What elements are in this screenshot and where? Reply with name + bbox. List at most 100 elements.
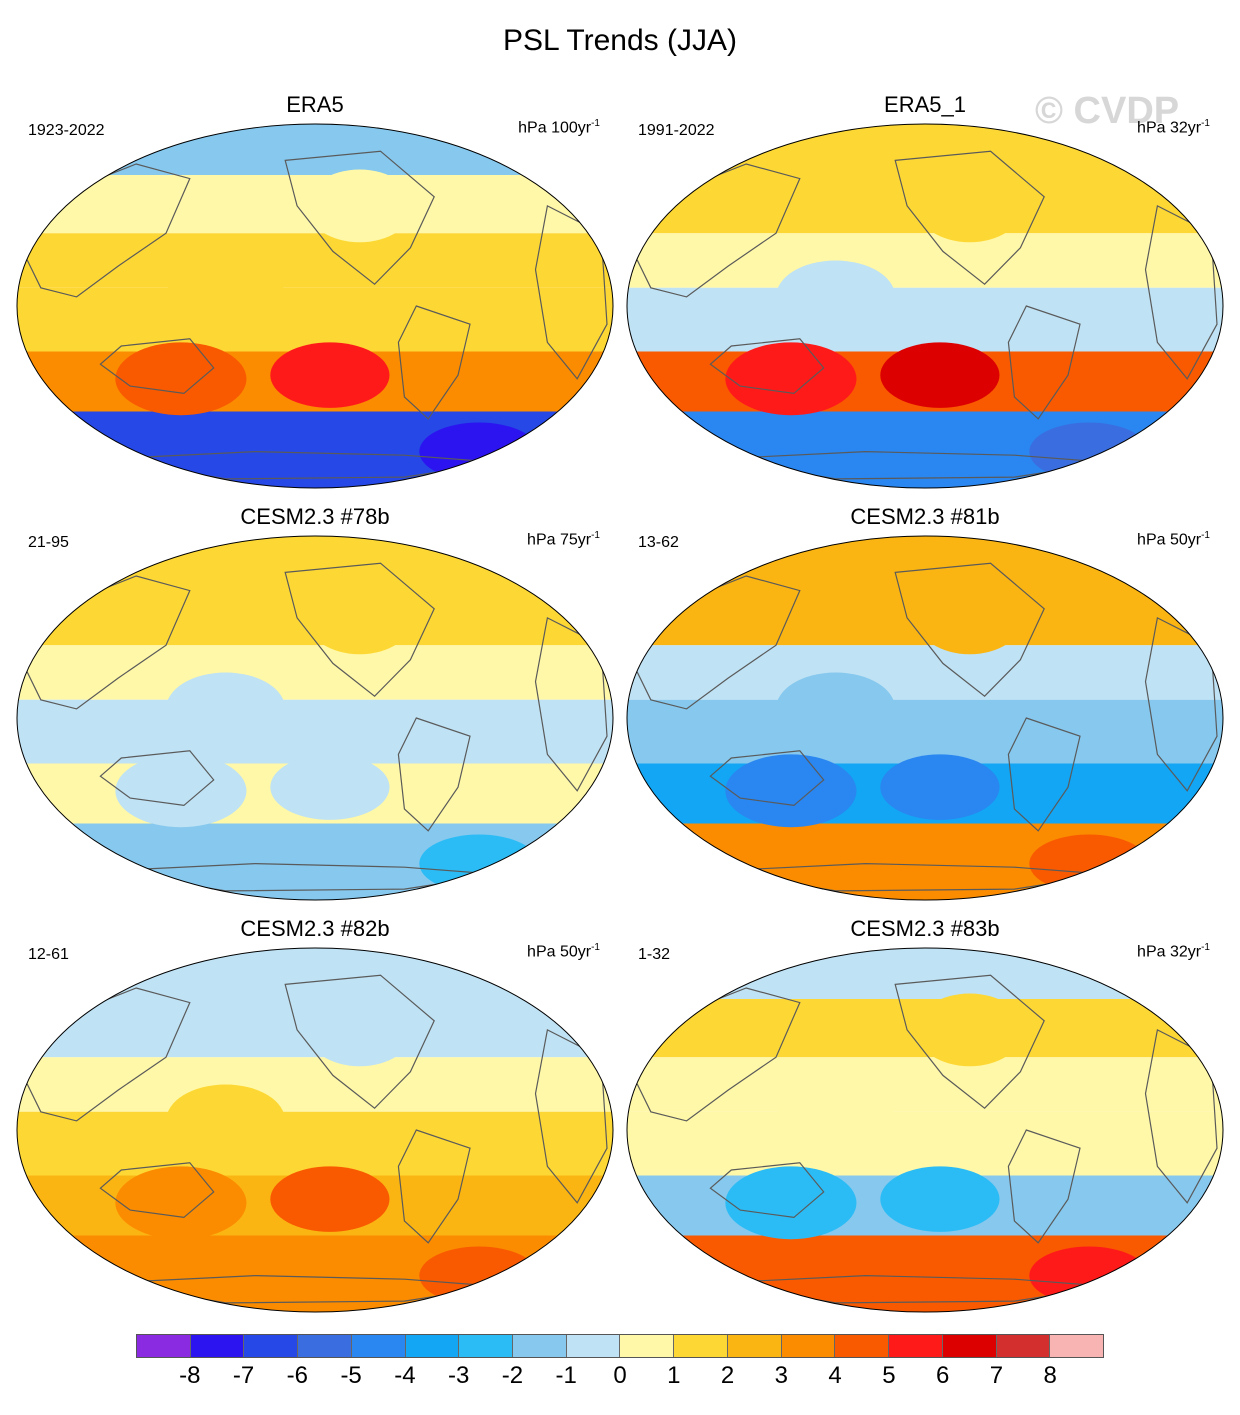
panel-title: CESM2.3 #78b xyxy=(240,504,390,529)
colorbar-cell xyxy=(889,1335,943,1357)
lat-band-arctic xyxy=(17,536,613,587)
map-border xyxy=(626,947,1224,1313)
lat-band-arctic xyxy=(627,536,1223,587)
colorbar-label: -4 xyxy=(394,1362,416,1389)
map-border xyxy=(626,123,1224,489)
anomaly-blob xyxy=(725,1166,857,1240)
units-text: hPa 32yr xyxy=(1137,119,1202,137)
colorbar-label: -2 xyxy=(501,1362,524,1389)
lat-band-s_polar xyxy=(17,823,613,900)
colorbar-label: -1 xyxy=(555,1362,577,1389)
lat-band-tropics xyxy=(17,699,613,764)
anomaly-blob xyxy=(115,342,247,416)
panel-period: 1991-2022 xyxy=(638,122,715,139)
colorbar-cell xyxy=(244,1335,299,1357)
map-panel-cesm-83b: CESM2.3 #83b 1-32 hPa 32yr-1 xyxy=(620,916,1230,1326)
anomaly-blob xyxy=(880,1166,1000,1232)
units-exponent: -1 xyxy=(591,942,600,953)
anomaly-blob xyxy=(776,1084,896,1158)
anomaly-blob xyxy=(270,1166,390,1232)
units-exponent: -1 xyxy=(1201,942,1210,953)
lat-band-tropics xyxy=(17,1111,613,1176)
anomaly-blob xyxy=(270,342,390,408)
anomaly-blob xyxy=(115,1166,247,1240)
units-text: hPa 75yr xyxy=(527,531,592,549)
coastline xyxy=(894,562,1045,698)
anomaly-blob xyxy=(306,993,414,1067)
lat-band-s_polar xyxy=(627,411,1223,488)
coastline xyxy=(894,974,1045,1110)
coastline xyxy=(284,150,435,286)
colorbar-labels: -8 -7 -6 -5 -4 -3 -2 -1 0 1 2 3 4 5 6 7 8 xyxy=(136,1362,1104,1392)
colorbar-cell xyxy=(781,1335,836,1357)
coastline xyxy=(397,717,471,832)
colorbar-label: 2 xyxy=(720,1362,735,1389)
colorbar-label: 3 xyxy=(774,1362,788,1389)
colorbar-cell xyxy=(513,1335,567,1357)
watermark: © CVDP xyxy=(1035,90,1180,132)
anomaly-blob xyxy=(880,342,1000,408)
panel-period: 13-62 xyxy=(638,534,679,551)
robinson-map xyxy=(626,947,1224,1313)
colorbar-cell xyxy=(137,1335,191,1357)
map-border xyxy=(16,123,614,489)
colorbar-label: -6 xyxy=(286,1362,308,1389)
panel-units: hPa 50yr-1 xyxy=(527,942,600,961)
colorbar-cell xyxy=(351,1335,406,1357)
colorbar-cell xyxy=(566,1335,621,1357)
panel-title: CESM2.3 #83b xyxy=(850,916,1000,941)
map-panel-era5-1: ERA5_1 1991-2022 hPa 32yr-1 xyxy=(620,92,1230,502)
anomaly-blob xyxy=(270,754,390,820)
panel-units: hPa 50yr-1 xyxy=(1137,530,1210,549)
robinson-map xyxy=(626,123,1224,489)
panel-period: 1923-2022 xyxy=(28,122,105,139)
anomaly-blob xyxy=(880,754,1000,820)
colorbar-cell xyxy=(190,1335,245,1357)
lat-band-n_sub xyxy=(627,1057,1223,1112)
map-panel-cesm-78b: CESM2.3 #78b 21-95 hPa 75yr-1 xyxy=(10,504,620,914)
anomaly-blob xyxy=(776,672,896,746)
anomaly-blob xyxy=(916,581,1024,655)
map-panel-cesm-81b: CESM2.3 #81b 13-62 hPa 50yr-1 xyxy=(620,504,1230,914)
lat-band-s_polar xyxy=(627,1235,1223,1312)
map-panel-cesm-82b: CESM2.3 #82b 12-61 hPa 50yr-1 xyxy=(10,916,620,1326)
units-text: hPa 32yr xyxy=(1137,943,1202,961)
colorbar-cell xyxy=(996,1335,1051,1357)
colorbar-label: 4 xyxy=(828,1362,842,1389)
colorbar-cell xyxy=(298,1335,352,1357)
anomaly-blob xyxy=(166,260,286,334)
coastline xyxy=(397,305,471,420)
anomaly-blob xyxy=(776,260,896,334)
lat-band-n_sub xyxy=(627,233,1223,288)
anomaly-blob xyxy=(916,993,1024,1067)
colorbar-label: 0 xyxy=(613,1362,627,1389)
colorbar-label: 5 xyxy=(882,1362,896,1389)
lat-band-n_sub xyxy=(17,233,613,288)
coastline xyxy=(397,1129,471,1244)
robinson-map xyxy=(16,947,614,1313)
colorbar-label: 6 xyxy=(935,1362,950,1389)
units-exponent: -1 xyxy=(591,530,600,541)
lat-band-s_polar xyxy=(627,823,1223,900)
coastline xyxy=(894,150,1045,286)
anomaly-blob xyxy=(725,342,857,416)
robinson-map xyxy=(626,535,1224,901)
colorbar-label: -5 xyxy=(340,1362,362,1389)
lat-band-n_sub xyxy=(17,1057,613,1112)
anomaly-blob xyxy=(115,754,247,828)
panel-period: 21-95 xyxy=(28,534,69,551)
coastline xyxy=(709,1162,825,1219)
lat-band-tropics xyxy=(627,699,1223,764)
panel-title: ERA5_1 xyxy=(884,92,966,117)
panel-period: 1-32 xyxy=(638,946,671,963)
coastline xyxy=(1007,717,1081,832)
panel-units: hPa 75yr-1 xyxy=(527,530,600,549)
colorbar-cell xyxy=(459,1335,514,1357)
lat-band-n_sub xyxy=(17,645,613,700)
coastline xyxy=(284,562,435,698)
units-text: hPa 50yr xyxy=(1137,531,1202,549)
colorbar-label: 8 xyxy=(1043,1362,1057,1389)
lat-band-s_polar xyxy=(17,411,613,488)
coastline xyxy=(99,338,215,395)
colorbar-label: -8 xyxy=(179,1362,201,1389)
